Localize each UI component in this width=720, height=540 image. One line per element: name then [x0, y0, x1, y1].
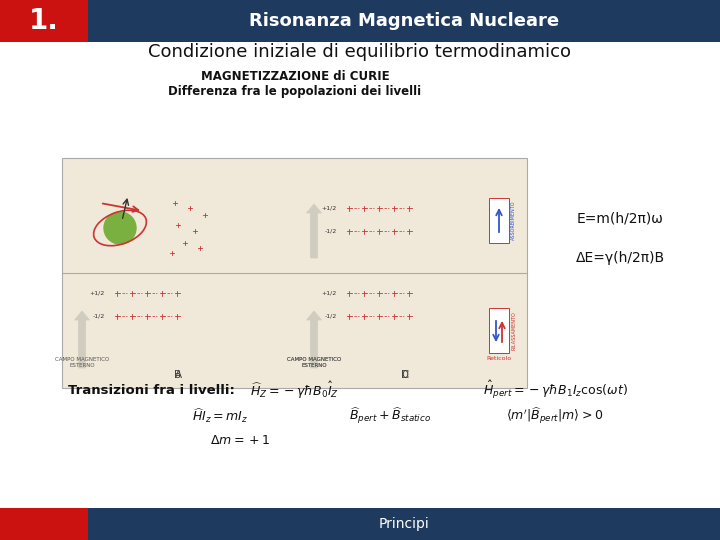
Text: CAMPO MAGNETICO
ESTERNO: CAMPO MAGNETICO ESTERNO: [55, 357, 109, 368]
Text: A: A: [174, 370, 181, 380]
Text: MAGNETIZZAZIONE di CURIE: MAGNETIZZAZIONE di CURIE: [201, 71, 390, 84]
Text: $\langle m^\prime | \widehat{B}_{pert} | m \rangle > 0$: $\langle m^\prime | \widehat{B}_{pert} |…: [506, 406, 603, 426]
Bar: [88, 508, 720, 540]
Text: Reticolo: Reticolo: [487, 356, 512, 361]
Text: Transizioni fra i livelli:: Transizioni fra i livelli:: [68, 383, 235, 396]
Bar: [0, 0, 720, 42]
Text: -1/2: -1/2: [325, 228, 337, 233]
Text: $\Delta m = +1$: $\Delta m = +1$: [210, 434, 270, 447]
Text: $\widehat{H}_Z = -\gamma\hbar B_0\widehat{I}_Z$: $\widehat{H}_Z = -\gamma\hbar B_0\wideha…: [251, 380, 340, 401]
Text: Differenza fra le popolazioni dei livelli: Differenza fra le popolazioni dei livell…: [168, 84, 422, 98]
Text: CAMPO MAGNETICO
ESTERNO: CAMPO MAGNETICO ESTERNO: [287, 357, 341, 368]
Text: -1/2: -1/2: [325, 314, 337, 319]
Text: $\widehat{B}_{pert} + \widehat{B}_{statico}$: $\widehat{B}_{pert} + \widehat{B}_{stati…: [349, 406, 431, 426]
Text: Principi: Principi: [379, 517, 429, 531]
Text: +1/2: +1/2: [322, 291, 337, 295]
Text: RILASSAMENTO: RILASSAMENTO: [512, 312, 517, 350]
Text: ΔE=γ(h/2π)B: ΔE=γ(h/2π)B: [575, 251, 665, 265]
Text: Risonanza Magnetica Nucleare: Risonanza Magnetica Nucleare: [249, 12, 559, 30]
Bar: [489, 198, 509, 243]
Text: $\widehat{H}I_z = mI_z$: $\widehat{H}I_z = mI_z$: [192, 407, 248, 426]
Text: +1/2: +1/2: [322, 206, 337, 211]
Text: B: B: [174, 370, 181, 380]
Text: D: D: [401, 370, 409, 380]
FancyArrow shape: [307, 204, 322, 258]
Text: $\hat{H}_{pert} = -\gamma\hbar B_1 I_z \cos(\omega t)$: $\hat{H}_{pert} = -\gamma\hbar B_1 I_z \…: [482, 379, 627, 401]
FancyArrow shape: [74, 311, 89, 368]
Text: ASSORBIMENTO: ASSORBIMENTO: [511, 200, 516, 240]
FancyArrow shape: [307, 311, 322, 368]
Bar: [62, 158, 527, 388]
Bar: [0, 0, 88, 42]
Text: 1.: 1.: [29, 7, 59, 35]
Text: -1/2: -1/2: [93, 314, 105, 319]
Text: +1/2: +1/2: [90, 291, 105, 295]
Bar: [489, 308, 509, 353]
Text: E=m(h/2π)ω: E=m(h/2π)ω: [577, 211, 663, 225]
Text: CAMPO MAGNETICO
ESTERNO: CAMPO MAGNETICO ESTERNO: [287, 357, 341, 368]
Bar: [0, 42, 720, 508]
Text: C: C: [401, 370, 409, 380]
Bar: [0, 508, 88, 540]
Text: Condizione iniziale di equilibrio termodinamico: Condizione iniziale di equilibrio termod…: [148, 43, 572, 61]
Circle shape: [104, 212, 136, 244]
